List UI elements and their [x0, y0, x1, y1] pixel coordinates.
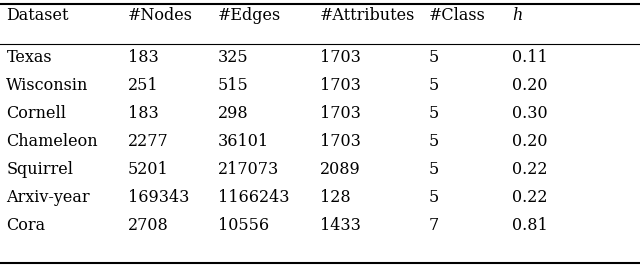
Text: 2708: 2708: [128, 217, 169, 234]
Text: Squirrel: Squirrel: [6, 161, 74, 178]
Text: 0.22: 0.22: [512, 161, 547, 178]
Text: 183: 183: [128, 105, 159, 122]
Text: 0.30: 0.30: [512, 105, 548, 122]
Text: Dataset: Dataset: [6, 7, 69, 24]
Text: 2089: 2089: [320, 161, 361, 178]
Text: 5: 5: [429, 49, 439, 66]
Text: 1703: 1703: [320, 77, 361, 94]
Text: 128: 128: [320, 189, 351, 206]
Text: Cora: Cora: [6, 217, 45, 234]
Text: 10556: 10556: [218, 217, 269, 234]
Text: 169343: 169343: [128, 189, 189, 206]
Text: 2277: 2277: [128, 133, 169, 150]
Text: Wisconsin: Wisconsin: [6, 77, 89, 94]
Text: 298: 298: [218, 105, 248, 122]
Text: 1433: 1433: [320, 217, 361, 234]
Text: 0.20: 0.20: [512, 77, 547, 94]
Text: 183: 183: [128, 49, 159, 66]
Text: Texas: Texas: [6, 49, 52, 66]
Text: Arxiv-year: Arxiv-year: [6, 189, 90, 206]
Text: Cornell: Cornell: [6, 105, 67, 122]
Text: 5: 5: [429, 189, 439, 206]
Text: 5: 5: [429, 105, 439, 122]
Text: 1703: 1703: [320, 133, 361, 150]
Text: #Attributes: #Attributes: [320, 7, 415, 24]
Text: #Nodes: #Nodes: [128, 7, 193, 24]
Text: 36101: 36101: [218, 133, 269, 150]
Text: 5201: 5201: [128, 161, 169, 178]
Text: 1703: 1703: [320, 49, 361, 66]
Text: 1703: 1703: [320, 105, 361, 122]
Text: 5: 5: [429, 161, 439, 178]
Text: 7: 7: [429, 217, 439, 234]
Text: #Edges: #Edges: [218, 7, 281, 24]
Text: 1166243: 1166243: [218, 189, 289, 206]
Text: 217073: 217073: [218, 161, 279, 178]
Text: 325: 325: [218, 49, 248, 66]
Text: 0.22: 0.22: [512, 189, 547, 206]
Text: 0.20: 0.20: [512, 133, 547, 150]
Text: Chameleon: Chameleon: [6, 133, 98, 150]
Text: 251: 251: [128, 77, 159, 94]
Text: 5: 5: [429, 77, 439, 94]
Text: 0.81: 0.81: [512, 217, 548, 234]
Text: 5: 5: [429, 133, 439, 150]
Text: #Class: #Class: [429, 7, 486, 24]
Text: 0.11: 0.11: [512, 49, 548, 66]
Text: 515: 515: [218, 77, 248, 94]
Text: h: h: [512, 7, 522, 24]
